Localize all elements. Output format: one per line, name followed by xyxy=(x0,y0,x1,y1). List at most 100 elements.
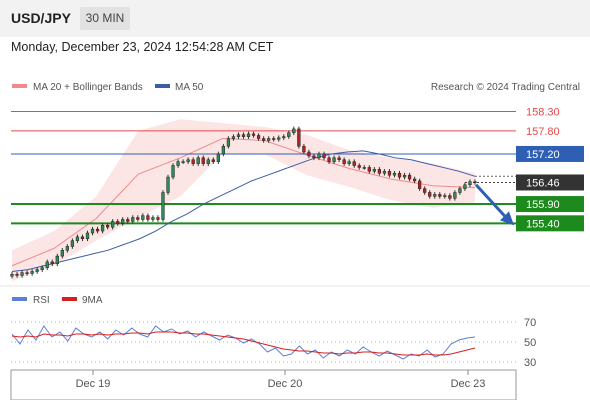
candle xyxy=(397,170,402,180)
candle xyxy=(236,132,241,139)
candle-body xyxy=(423,188,427,193)
candle-body xyxy=(161,192,165,220)
symbol-title: USD/JPY xyxy=(11,10,71,26)
candle-body xyxy=(367,167,371,172)
candle xyxy=(392,170,397,178)
candle-body xyxy=(226,138,231,147)
candle-body xyxy=(352,161,356,166)
candle-body xyxy=(448,195,452,199)
candle xyxy=(70,238,75,249)
candle-body xyxy=(312,155,316,159)
candle xyxy=(317,151,321,161)
candle-body xyxy=(246,133,251,137)
candle xyxy=(15,271,19,278)
candle-body xyxy=(156,217,160,220)
level-tag-155.90 xyxy=(516,196,584,213)
candle xyxy=(412,176,417,184)
candle xyxy=(297,126,301,149)
candle xyxy=(111,219,115,230)
level-label-157.20: 157.20 xyxy=(526,149,560,161)
candle-body xyxy=(105,225,110,228)
candle-body xyxy=(80,236,85,240)
candle-body xyxy=(377,169,382,174)
candle-body xyxy=(307,151,311,157)
price-legend: MA 20 + Bollinger Bands MA 50 Research ©… xyxy=(12,82,580,93)
candle-body xyxy=(407,174,412,180)
candle-body xyxy=(277,137,281,140)
candle-body xyxy=(322,153,326,159)
candle-body xyxy=(116,221,120,224)
candle xyxy=(116,219,120,226)
candle-body xyxy=(428,192,432,197)
candle-body xyxy=(35,269,39,272)
candle xyxy=(40,265,44,272)
candle-body xyxy=(357,165,361,168)
candle xyxy=(241,132,246,139)
candle xyxy=(35,267,39,274)
rsi-ma-legend-label: 9MA xyxy=(82,295,103,306)
candle xyxy=(176,159,180,168)
candle-body xyxy=(267,138,271,141)
candle xyxy=(402,172,407,180)
candle xyxy=(221,143,226,157)
candle xyxy=(322,151,326,161)
x-tick-label: Dec 19 xyxy=(76,378,111,390)
candle xyxy=(55,253,59,267)
candle-body xyxy=(347,161,351,164)
candle-body xyxy=(75,236,80,241)
candle-body xyxy=(25,272,29,274)
candle xyxy=(171,163,175,180)
bollinger-band xyxy=(12,119,475,282)
candle xyxy=(206,157,210,166)
candle xyxy=(387,168,392,178)
candle-body xyxy=(342,159,346,164)
rsi-legend-label: RSI xyxy=(33,295,50,306)
candle-body xyxy=(166,176,170,193)
timeframe-button[interactable]: 30 MIN xyxy=(80,7,130,30)
candle-body xyxy=(191,159,195,164)
rsi-ma-legend-swatch xyxy=(62,297,77,301)
candle xyxy=(292,126,296,136)
candle-body xyxy=(241,134,246,137)
candle xyxy=(458,186,462,195)
candle xyxy=(80,234,85,242)
candle-body xyxy=(392,172,397,176)
candle-body xyxy=(327,157,331,162)
candle xyxy=(443,193,447,199)
candle-body xyxy=(121,219,125,224)
candle xyxy=(151,215,155,222)
candle-body xyxy=(402,174,407,178)
candle-body xyxy=(95,228,100,232)
candle-body xyxy=(211,159,215,162)
candle-body xyxy=(100,225,105,232)
rsi-legend-swatch xyxy=(12,297,27,301)
candle xyxy=(85,230,90,242)
candle xyxy=(246,131,251,139)
candle xyxy=(231,134,236,141)
x-tick-label: Dec 23 xyxy=(451,378,486,390)
candle xyxy=(211,157,215,164)
level-label-155.40: 155.40 xyxy=(526,218,560,230)
x-axis-frame xyxy=(10,369,517,400)
x-tick-label: Dec 20 xyxy=(268,378,303,390)
candle xyxy=(377,167,382,176)
candle-body xyxy=(317,153,321,159)
rsi-tick-50: 50 xyxy=(524,337,536,349)
candle xyxy=(186,157,190,164)
candle xyxy=(428,190,432,199)
candle-body xyxy=(236,134,241,137)
ma20-legend-label: MA 20 + Bollinger Bands xyxy=(33,82,143,93)
candle-body xyxy=(332,157,336,162)
candle-body xyxy=(111,221,115,228)
candle-body xyxy=(60,250,64,257)
candle xyxy=(166,174,170,195)
candle-body xyxy=(262,138,266,141)
candle-body xyxy=(176,161,180,166)
candle xyxy=(121,217,125,226)
candle xyxy=(196,155,200,166)
candle xyxy=(438,192,442,199)
ma50-line xyxy=(11,150,476,273)
candle-body xyxy=(468,181,472,186)
candle-body xyxy=(70,240,75,247)
candle-body xyxy=(181,161,185,163)
